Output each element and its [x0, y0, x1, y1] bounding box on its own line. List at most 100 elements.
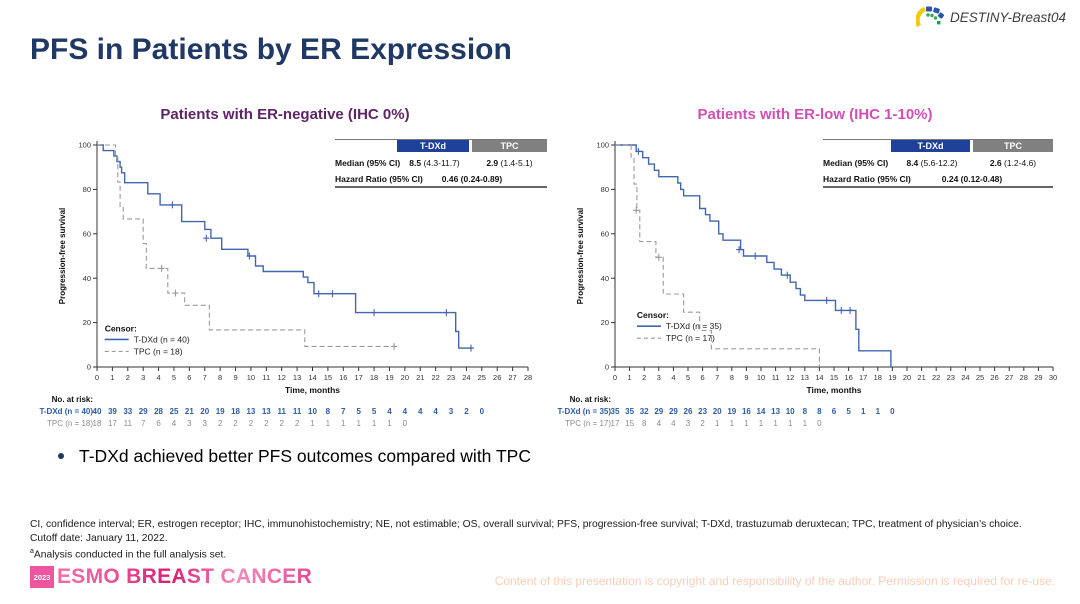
- median-tpc-value: 2.6 (1.2-4.6): [989, 158, 1037, 168]
- at-risk-table: No. at risk:T-DXd (n = 40) 40 39 33 29 28 25 21…: [39, 395, 484, 428]
- svg-text:4: 4: [403, 407, 408, 416]
- svg-text:2: 2: [700, 419, 705, 428]
- stats-table-er-negative: T-DXd TPC Median (95% CI) 8.5 (4.3-11.7)…: [335, 139, 547, 188]
- footnote-cutoff-date: Cutoff date: January 11, 2022.: [30, 532, 168, 544]
- chart-title-er-negative: Patients with ER-negative (IHC 0%): [160, 106, 410, 123]
- svg-text:15: 15: [625, 419, 634, 428]
- svg-text:26: 26: [493, 373, 501, 382]
- svg-text:29: 29: [139, 407, 148, 416]
- svg-text:17: 17: [611, 419, 620, 428]
- censor-mark: [391, 342, 398, 350]
- copyright-notice: Content of this presentation is copyrigh…: [494, 574, 1055, 588]
- svg-text:19: 19: [216, 407, 225, 416]
- censor-legend: Censor:T-DXd (n = 35) TPC (n = 17): [636, 310, 722, 343]
- svg-text:28: 28: [154, 407, 163, 416]
- svg-text:80: 80: [601, 185, 609, 194]
- svg-text:2: 2: [218, 419, 223, 428]
- median-tpc-value: 2.9 (1.4-5.1): [486, 158, 533, 168]
- svg-text:100: 100: [596, 141, 609, 150]
- svg-text:1: 1: [110, 373, 114, 382]
- series-tdxd: [97, 144, 473, 349]
- y-axis-label: Progression-free survival: [576, 208, 585, 304]
- svg-text:9: 9: [744, 373, 748, 382]
- axes: [93, 141, 529, 371]
- x-axis-label: Time, months: [806, 385, 861, 395]
- censor-mark: [823, 296, 830, 304]
- censor-mark: [784, 271, 791, 279]
- svg-text:16: 16: [742, 407, 751, 416]
- svg-text:No. at risk:: No. at risk:: [52, 395, 93, 404]
- svg-text:5: 5: [686, 373, 690, 382]
- series-tpc: [97, 144, 396, 347]
- svg-text:13: 13: [293, 373, 301, 382]
- esmo-year-badge: 2023: [30, 566, 54, 588]
- svg-text:16: 16: [339, 373, 347, 382]
- censor-mark: [315, 290, 322, 298]
- bullet-icon: [58, 453, 64, 459]
- svg-text:7: 7: [141, 419, 146, 428]
- svg-text:2: 2: [264, 419, 269, 428]
- censor-mark: [635, 147, 642, 155]
- svg-text:28: 28: [1020, 373, 1028, 382]
- svg-text:1: 1: [788, 419, 793, 428]
- svg-text:10: 10: [308, 407, 317, 416]
- svg-text:14: 14: [815, 373, 823, 382]
- svg-text:4: 4: [657, 419, 662, 428]
- page-title: PFS in Patients by ER Expression: [30, 33, 512, 66]
- svg-text:5: 5: [846, 407, 851, 416]
- svg-text:10: 10: [247, 373, 255, 382]
- censor-legend: Censor:T-DXd (n = 40) TPC (n = 18): [104, 323, 190, 356]
- svg-text:4: 4: [418, 407, 423, 416]
- svg-text:1: 1: [759, 419, 764, 428]
- svg-text:2: 2: [279, 419, 284, 428]
- svg-text:0: 0: [95, 373, 99, 382]
- svg-text:0: 0: [605, 363, 609, 372]
- svg-text:1: 1: [356, 419, 361, 428]
- censor-mark: [203, 234, 210, 242]
- svg-text:0: 0: [817, 419, 822, 428]
- svg-text:0: 0: [890, 407, 895, 416]
- svg-text:6: 6: [156, 419, 161, 428]
- svg-text:24: 24: [961, 373, 969, 382]
- svg-text:2: 2: [233, 419, 238, 428]
- median-label: Median (95% CI): [823, 158, 889, 168]
- svg-text:30: 30: [1049, 373, 1057, 382]
- svg-text:7: 7: [203, 373, 207, 382]
- svg-text:29: 29: [1034, 373, 1042, 382]
- svg-text:11: 11: [772, 373, 780, 382]
- svg-text:3: 3: [449, 407, 454, 416]
- svg-text:8: 8: [326, 407, 331, 416]
- svg-text:10: 10: [786, 407, 795, 416]
- svg-text:8: 8: [817, 407, 822, 416]
- esmo-brand-text: ESMO BREAST CANCER: [57, 565, 313, 588]
- svg-text:32: 32: [640, 407, 649, 416]
- svg-text:19: 19: [385, 373, 393, 382]
- svg-text:26: 26: [990, 373, 998, 382]
- svg-text:3: 3: [686, 419, 691, 428]
- svg-text:13: 13: [246, 407, 255, 416]
- svg-text:17: 17: [859, 373, 867, 382]
- censor-mark: [838, 306, 845, 314]
- svg-text:25: 25: [170, 407, 179, 416]
- footnotes: CI, confidence interval; ER, estrogen re…: [30, 518, 1070, 562]
- svg-text:5: 5: [172, 373, 176, 382]
- svg-text:19: 19: [888, 373, 896, 382]
- hazard-ratio-value: 0.24 (0.12-0.48): [941, 174, 1003, 184]
- svg-text:T-DXd (n = 35): T-DXd (n = 35): [557, 407, 611, 416]
- median-tdxd-value: 8.5 (4.3-11.7): [409, 158, 460, 168]
- key-finding-text: T-DXd achieved better PFS outcomes compa…: [79, 446, 531, 466]
- hazard-ratio-label: Hazard Ratio (95% CI): [823, 174, 911, 184]
- svg-text:26: 26: [684, 407, 693, 416]
- svg-text:1: 1: [310, 419, 315, 428]
- svg-text:16: 16: [844, 373, 852, 382]
- svg-text:28: 28: [524, 373, 532, 382]
- svg-text:80: 80: [83, 185, 91, 194]
- chart-title-er-low: Patients with ER-low (IHC 1-10%): [697, 106, 933, 123]
- stats-header-tpc: TPC: [472, 140, 547, 152]
- svg-text:TPC (n = 18): TPC (n = 18): [47, 419, 93, 428]
- censor-mark: [443, 309, 450, 317]
- svg-text:13: 13: [262, 407, 271, 416]
- svg-text:5: 5: [372, 407, 377, 416]
- y-axis-label: Progression-free survival: [58, 208, 67, 304]
